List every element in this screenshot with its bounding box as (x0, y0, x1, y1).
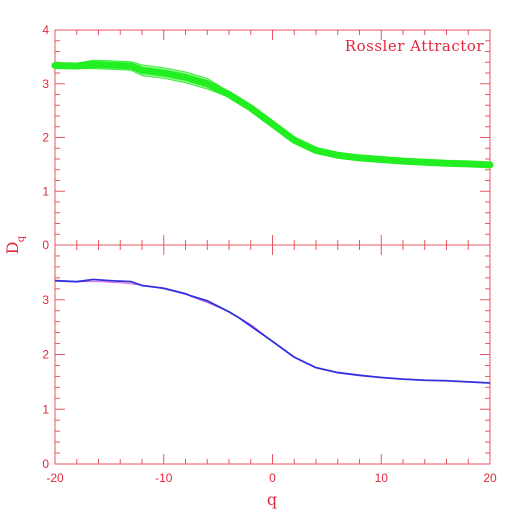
x-tick-label: -10 (155, 471, 173, 485)
bottom-y-tick-label: 1 (42, 402, 49, 416)
top-y-tick-label: 4 (42, 23, 49, 37)
top-y-tick-label: 2 (42, 131, 49, 145)
bottom-series-line (54, 280, 491, 384)
y-axis-label-group: D q (3, 235, 27, 254)
top-y-tick-label: 0 (42, 238, 49, 252)
x-tick-label: -20 (46, 471, 64, 485)
top-series-band (54, 59, 491, 167)
bottom-y-tick-label: 2 (42, 348, 49, 362)
text-layer: Rossler Attractor q D q (3, 37, 484, 509)
bottom-panel-frame (54, 244, 491, 465)
panel-annotation: Rossler Attractor (345, 37, 485, 55)
y-axis-label: D (3, 242, 22, 255)
y-axis-label-subscript: q (16, 235, 27, 242)
axes-layer: 0 1 2 3 4 0 1 2 3 -20 -10 0 10 20 (42, 23, 497, 485)
x-axis-label: q (267, 490, 277, 509)
x-tick-label: 20 (483, 471, 497, 485)
top-y-tick-label: 3 (42, 77, 49, 91)
series-layer (51, 59, 494, 384)
bottom-series-line (54, 278, 491, 384)
bottom-y-tick-label: 3 (42, 293, 49, 307)
bottom-y-tick-label: 0 (42, 457, 49, 471)
top-y-tick-label: 1 (42, 184, 49, 198)
top-series-line (51, 60, 494, 169)
x-tick-label: 10 (375, 471, 389, 485)
x-tick-label: 0 (269, 471, 276, 485)
